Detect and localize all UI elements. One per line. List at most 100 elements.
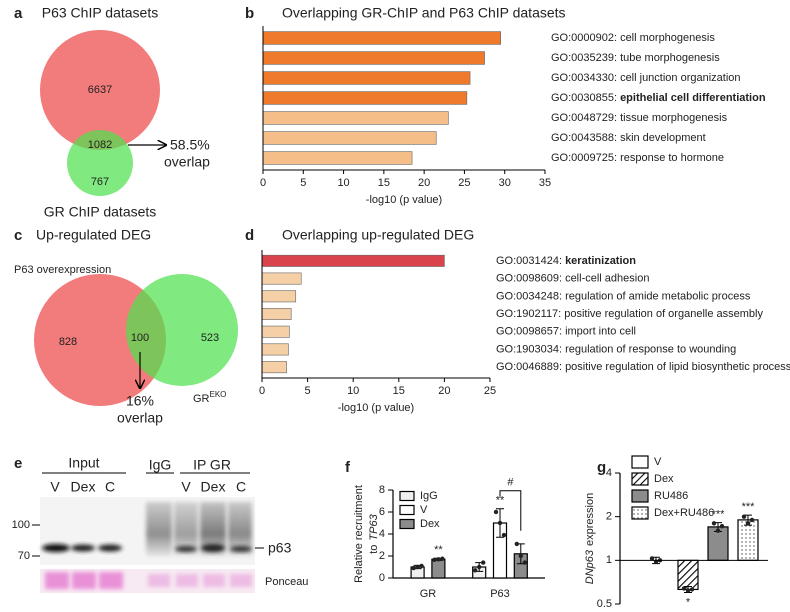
- legend-swatch: [631, 489, 649, 503]
- y-axis-label: to TP63: [368, 513, 380, 553]
- x-tick-label: 20: [438, 385, 450, 397]
- legend-swatch: [631, 506, 649, 520]
- data-point: [689, 587, 695, 592]
- venn-label-main: GR: [193, 393, 210, 405]
- y-tick-label: 6: [379, 506, 385, 518]
- y-tick-label: 0: [379, 572, 385, 584]
- x-tick-label: 25: [458, 177, 470, 189]
- category-id: GO:0034330:: [551, 72, 617, 84]
- legend-label: V: [654, 456, 662, 468]
- x-tick-label: 20: [418, 177, 430, 189]
- category-name: regulation of response to wounding: [565, 343, 736, 355]
- lane-label: V: [181, 479, 191, 495]
- y-tick-label: 8: [379, 484, 385, 496]
- data-point: [518, 553, 523, 559]
- category-name: keratinization: [565, 255, 636, 267]
- lane-label: Dex: [71, 479, 96, 495]
- category-name: cell-cell adhesion: [565, 272, 649, 284]
- category-label: GO:0034330: cell junction organization: [551, 72, 741, 84]
- band-label: p63: [268, 540, 292, 556]
- category-name: cell junction organization: [620, 72, 740, 84]
- category-id: GO:1902117:: [496, 308, 561, 320]
- y-axis-label-part: to: [368, 545, 380, 554]
- bar: [262, 131, 437, 145]
- bar: [261, 272, 302, 285]
- data-point: [415, 564, 420, 570]
- y-tick-label: 1: [606, 554, 612, 566]
- y-axis-label-part: expression: [584, 493, 596, 546]
- bar: [261, 290, 297, 303]
- category-name: positive regulation of lipid biosyntheti…: [565, 361, 790, 373]
- blot-group-label: IgG: [149, 457, 172, 473]
- category-label: GO:0009725: response to hormone: [551, 152, 724, 164]
- data-point: [715, 528, 721, 533]
- panel-label: f: [345, 459, 351, 476]
- category-name: response to hormone: [620, 152, 724, 164]
- data-point: [749, 517, 755, 523]
- data-point: [711, 521, 717, 526]
- category-id: GO:0031424:: [496, 255, 562, 267]
- venn-count: 6637: [88, 84, 112, 96]
- category-label: GO:0000902: cell morphogenesis: [551, 32, 715, 44]
- annotation: ***: [742, 501, 756, 513]
- annotation: **: [496, 495, 505, 507]
- bar: [261, 254, 445, 267]
- category-label: GO:0034248: regulation of amide metabolic…: [496, 290, 751, 302]
- x-tick-label: 25: [484, 385, 496, 397]
- data-point: [436, 557, 441, 562]
- annotation: *: [686, 596, 691, 608]
- venn-label: GR ChIP datasets: [44, 204, 157, 220]
- category-name: tissue morphogenesis: [620, 112, 728, 124]
- legend-label: IgG: [420, 490, 438, 502]
- legend-swatch: [399, 518, 415, 530]
- bar: [262, 71, 471, 85]
- category-name: cell morphogenesis: [620, 32, 715, 44]
- y-tick-label: 2: [606, 511, 612, 523]
- y-axis-label-italic: TP63: [368, 513, 380, 540]
- venn-circle: [67, 130, 133, 196]
- data-point: [522, 560, 527, 565]
- data-point: [719, 523, 725, 529]
- category-label: GO:0098657: import into cell: [496, 326, 636, 338]
- category-label: GO:0031424: keratinization: [496, 255, 636, 267]
- y-axis-label: DNp63 expression: [584, 493, 596, 584]
- bar: [261, 325, 290, 338]
- x-tick-label: 30: [499, 177, 511, 189]
- legend-label: Dex+RU486: [654, 507, 714, 519]
- annotation: ***: [712, 509, 726, 521]
- category-id: GO:0034248:: [496, 290, 562, 302]
- data-point: [440, 556, 445, 561]
- bar: [261, 308, 292, 320]
- category-label: GO:0098609: cell-cell adhesion: [496, 272, 649, 284]
- category-name: skin development: [620, 132, 706, 144]
- legend-label: Dex: [420, 518, 440, 530]
- venn-circle: [126, 274, 238, 386]
- category-id: GO:0030855:: [551, 92, 617, 104]
- venn-count: 767: [91, 176, 109, 188]
- marker-label: 100: [12, 519, 30, 531]
- category-label: GO:0035239: tube morphogenesis: [551, 52, 720, 64]
- bar: [261, 361, 287, 374]
- venn-label-sup: EKO: [210, 390, 227, 399]
- panel-label: c: [14, 227, 22, 244]
- blot-group-label: Input: [68, 455, 99, 471]
- category-id: GO:0048729:: [551, 112, 617, 124]
- lane-label: C: [105, 479, 115, 495]
- x-axis-label: -log10 (p value): [366, 194, 442, 206]
- overlap-percent: 16%: [126, 393, 154, 409]
- data-point: [411, 565, 416, 571]
- bar: [262, 51, 485, 65]
- annotation: **: [434, 544, 443, 556]
- y-axis-label-italic: DNp63: [584, 549, 596, 584]
- category-id: GO:0098609:: [496, 272, 562, 284]
- category-name: positive regulation of organelle assembl…: [564, 308, 763, 320]
- blot-image: [40, 497, 255, 593]
- lane-label: V: [50, 479, 60, 495]
- bracket: [499, 490, 522, 531]
- overlap-word: overlap: [164, 154, 210, 170]
- legend-swatch: [631, 455, 649, 469]
- loading-label: Ponceau: [265, 576, 308, 588]
- marker-label: 70: [18, 550, 30, 562]
- bar: [677, 559, 699, 591]
